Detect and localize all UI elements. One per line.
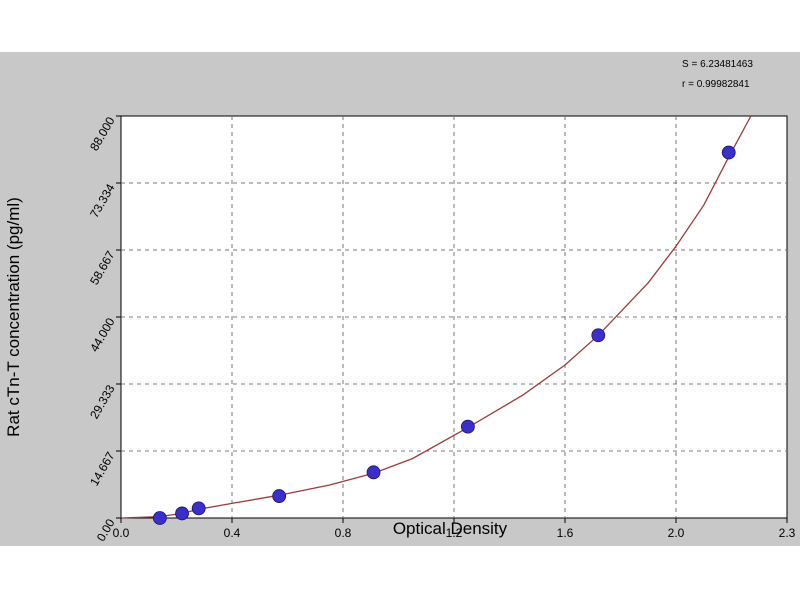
data-point (366, 465, 381, 480)
stat-r: r = 0.99982841 (682, 79, 750, 90)
grid (121, 116, 787, 518)
stat-s: S = 6.23481463 (682, 59, 753, 70)
y-tick-label: 73.334 (87, 181, 118, 220)
y-tick-label: 44.000 (87, 315, 118, 354)
y-tick-label: 29.333 (87, 382, 118, 421)
data-point (272, 489, 287, 503)
data-point (191, 501, 206, 516)
x-axis-title: Optical Density (393, 519, 508, 538)
data-points (152, 145, 736, 525)
data-point (175, 506, 189, 521)
x-tick-label: 0.8 (335, 526, 352, 540)
y-tick-label: 14.667 (87, 449, 118, 488)
y-tick-label: 88.000 (87, 114, 118, 153)
x-tick-label: 2.0 (668, 526, 685, 540)
x-tick-label: 1.6 (557, 526, 574, 540)
data-point (591, 328, 606, 343)
y-tick-label: 58.667 (87, 248, 118, 287)
chart-panel: 0.0 0.4 0.8 1.2 1.6 2.0 2.3 0.00 14.667 29.333 44… (0, 52, 800, 546)
data-point (152, 511, 167, 525)
data-point (721, 145, 736, 160)
x-tick-label: 1.2 (446, 526, 463, 540)
y-axis-title: Rat cTn-T concentration (pg/ml) (4, 197, 23, 437)
x-tick-label: 0.4 (224, 526, 241, 540)
x-tick-label: 2.3 (779, 526, 796, 540)
data-point (460, 419, 475, 434)
x-tick-labels: 0.0 0.4 0.8 1.2 1.6 2.0 2.3 (113, 518, 796, 540)
x-tick-label: 0.0 (113, 526, 130, 540)
chart: 0.0 0.4 0.8 1.2 1.6 2.0 2.3 0.0014.66729.33344… (4, 59, 796, 544)
